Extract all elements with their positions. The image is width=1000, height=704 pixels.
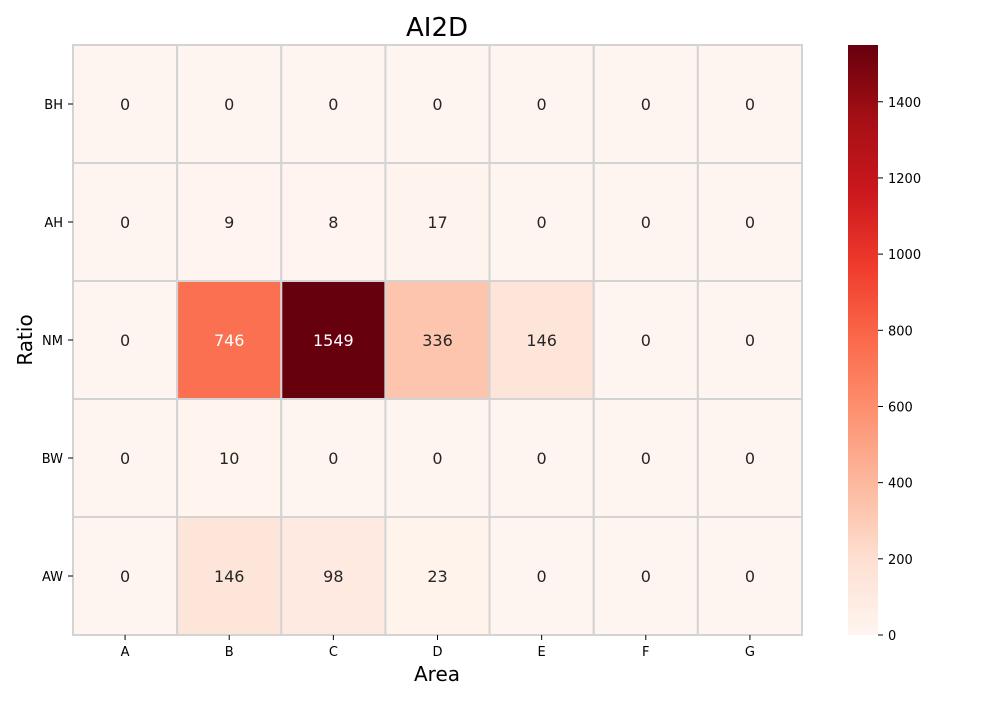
cell-value-label: 0 (641, 449, 651, 468)
cell-value-label: 0 (745, 331, 755, 350)
colorbar-ticks: 0 200 400 600 800 1000 1200 1400 (878, 96, 921, 644)
heatmap-cell (384, 398, 491, 518)
cell-value-label: 0 (537, 95, 547, 114)
cell-value-label: 0 (745, 213, 755, 232)
colorbar-tick-label: 600 (888, 400, 913, 415)
heatmap-cell (280, 162, 387, 282)
heatmap-cell (280, 280, 387, 400)
heatmap-cells (72, 44, 803, 636)
x-tick-label: G (745, 645, 755, 660)
cell-value-label: 0 (641, 567, 651, 586)
x-tick-label: A (121, 645, 130, 660)
cell-value-label: 0 (745, 95, 755, 114)
cell-value-label: 10 (219, 449, 239, 468)
heatmap-cell (176, 44, 283, 164)
heatmap-cell (280, 516, 387, 636)
cell-value-label: 336 (422, 331, 453, 350)
cell-value-label: 0 (328, 449, 338, 468)
cell-value-label: 0 (745, 449, 755, 468)
heatmap-cell (176, 398, 283, 518)
heatmap-cell (280, 44, 387, 164)
y-axis: BH AH NM BW AW (42, 98, 73, 585)
cell-value-label: 0 (537, 567, 547, 586)
cell-value-label: 0 (120, 213, 130, 232)
cell-value-label: 0 (641, 95, 651, 114)
x-tick-label: D (432, 645, 442, 660)
heatmap-cell (592, 44, 699, 164)
cell-value-label: 8 (328, 213, 338, 232)
cell-value-label: 0 (224, 95, 234, 114)
cell-value-label: 17 (427, 213, 447, 232)
colorbar-tick-label: 200 (888, 553, 913, 568)
heatmap-cell (696, 162, 803, 282)
heatmap-cell (72, 398, 179, 518)
heatmap-cell (488, 162, 595, 282)
cell-value-label: 146 (526, 331, 557, 350)
colorbar-tick-label: 400 (888, 477, 913, 492)
cell-value-label: 0 (537, 213, 547, 232)
heatmap-cell (696, 280, 803, 400)
heatmap-cell (592, 398, 699, 518)
cell-value-label: 0 (641, 213, 651, 232)
colorbar-tick-label: 800 (888, 324, 913, 339)
x-tick-label: B (225, 645, 234, 660)
cell-value-label: 0 (120, 567, 130, 586)
heatmap-cell (72, 516, 179, 636)
heatmap-cell (72, 44, 179, 164)
y-tick-label: AH (44, 216, 63, 231)
cell-value-label: 0 (745, 567, 755, 586)
cell-value-label: 146 (214, 567, 245, 586)
cell-value-label: 746 (214, 331, 245, 350)
y-tick-label: BH (44, 98, 63, 113)
heatmap-cell (384, 280, 491, 400)
cell-value-label: 23 (427, 567, 447, 586)
heatmap-cell (176, 280, 283, 400)
x-tick-label: C (329, 645, 338, 660)
cell-value-label: 0 (432, 449, 442, 468)
y-tick-label: BW (42, 452, 63, 467)
cell-value-label: 98 (323, 567, 343, 586)
chart-title: AI2D (406, 13, 468, 43)
colorbar-tick-label: 1000 (888, 248, 921, 263)
cell-value-label: 0 (120, 95, 130, 114)
colorbar (848, 45, 878, 635)
cell-value-label: 1549 (313, 331, 354, 350)
y-tick-label: NM (42, 334, 63, 349)
y-axis-label: Ratio (13, 314, 37, 365)
cell-value-label: 0 (120, 449, 130, 468)
cell-value-labels: 0 0 0 0 0 0 00 9 8 17 0 0 00 746 1549 336 146 0 00 10 0 0 0 0 00… (120, 95, 755, 586)
x-tick-label: E (538, 645, 546, 660)
cell-value-label: 0 (120, 331, 130, 350)
heatmap-cell (696, 398, 803, 518)
x-axis-label: Area (414, 662, 460, 686)
colorbar-tick-label: 1200 (888, 172, 921, 187)
cell-value-label: 0 (328, 95, 338, 114)
x-axis: A B C D E F G (121, 635, 755, 660)
colorbar-tick-label: 1400 (888, 96, 921, 111)
heatmap-cell (488, 280, 595, 400)
heatmap-cell (592, 280, 699, 400)
colorbar-tick-label: 0 (888, 629, 896, 644)
cell-value-label: 0 (641, 331, 651, 350)
cell-value-label: 9 (224, 213, 234, 232)
cell-value-label: 0 (537, 449, 547, 468)
x-tick-label: F (642, 645, 649, 660)
cell-value-label: 0 (432, 95, 442, 114)
y-tick-label: AW (42, 570, 63, 585)
